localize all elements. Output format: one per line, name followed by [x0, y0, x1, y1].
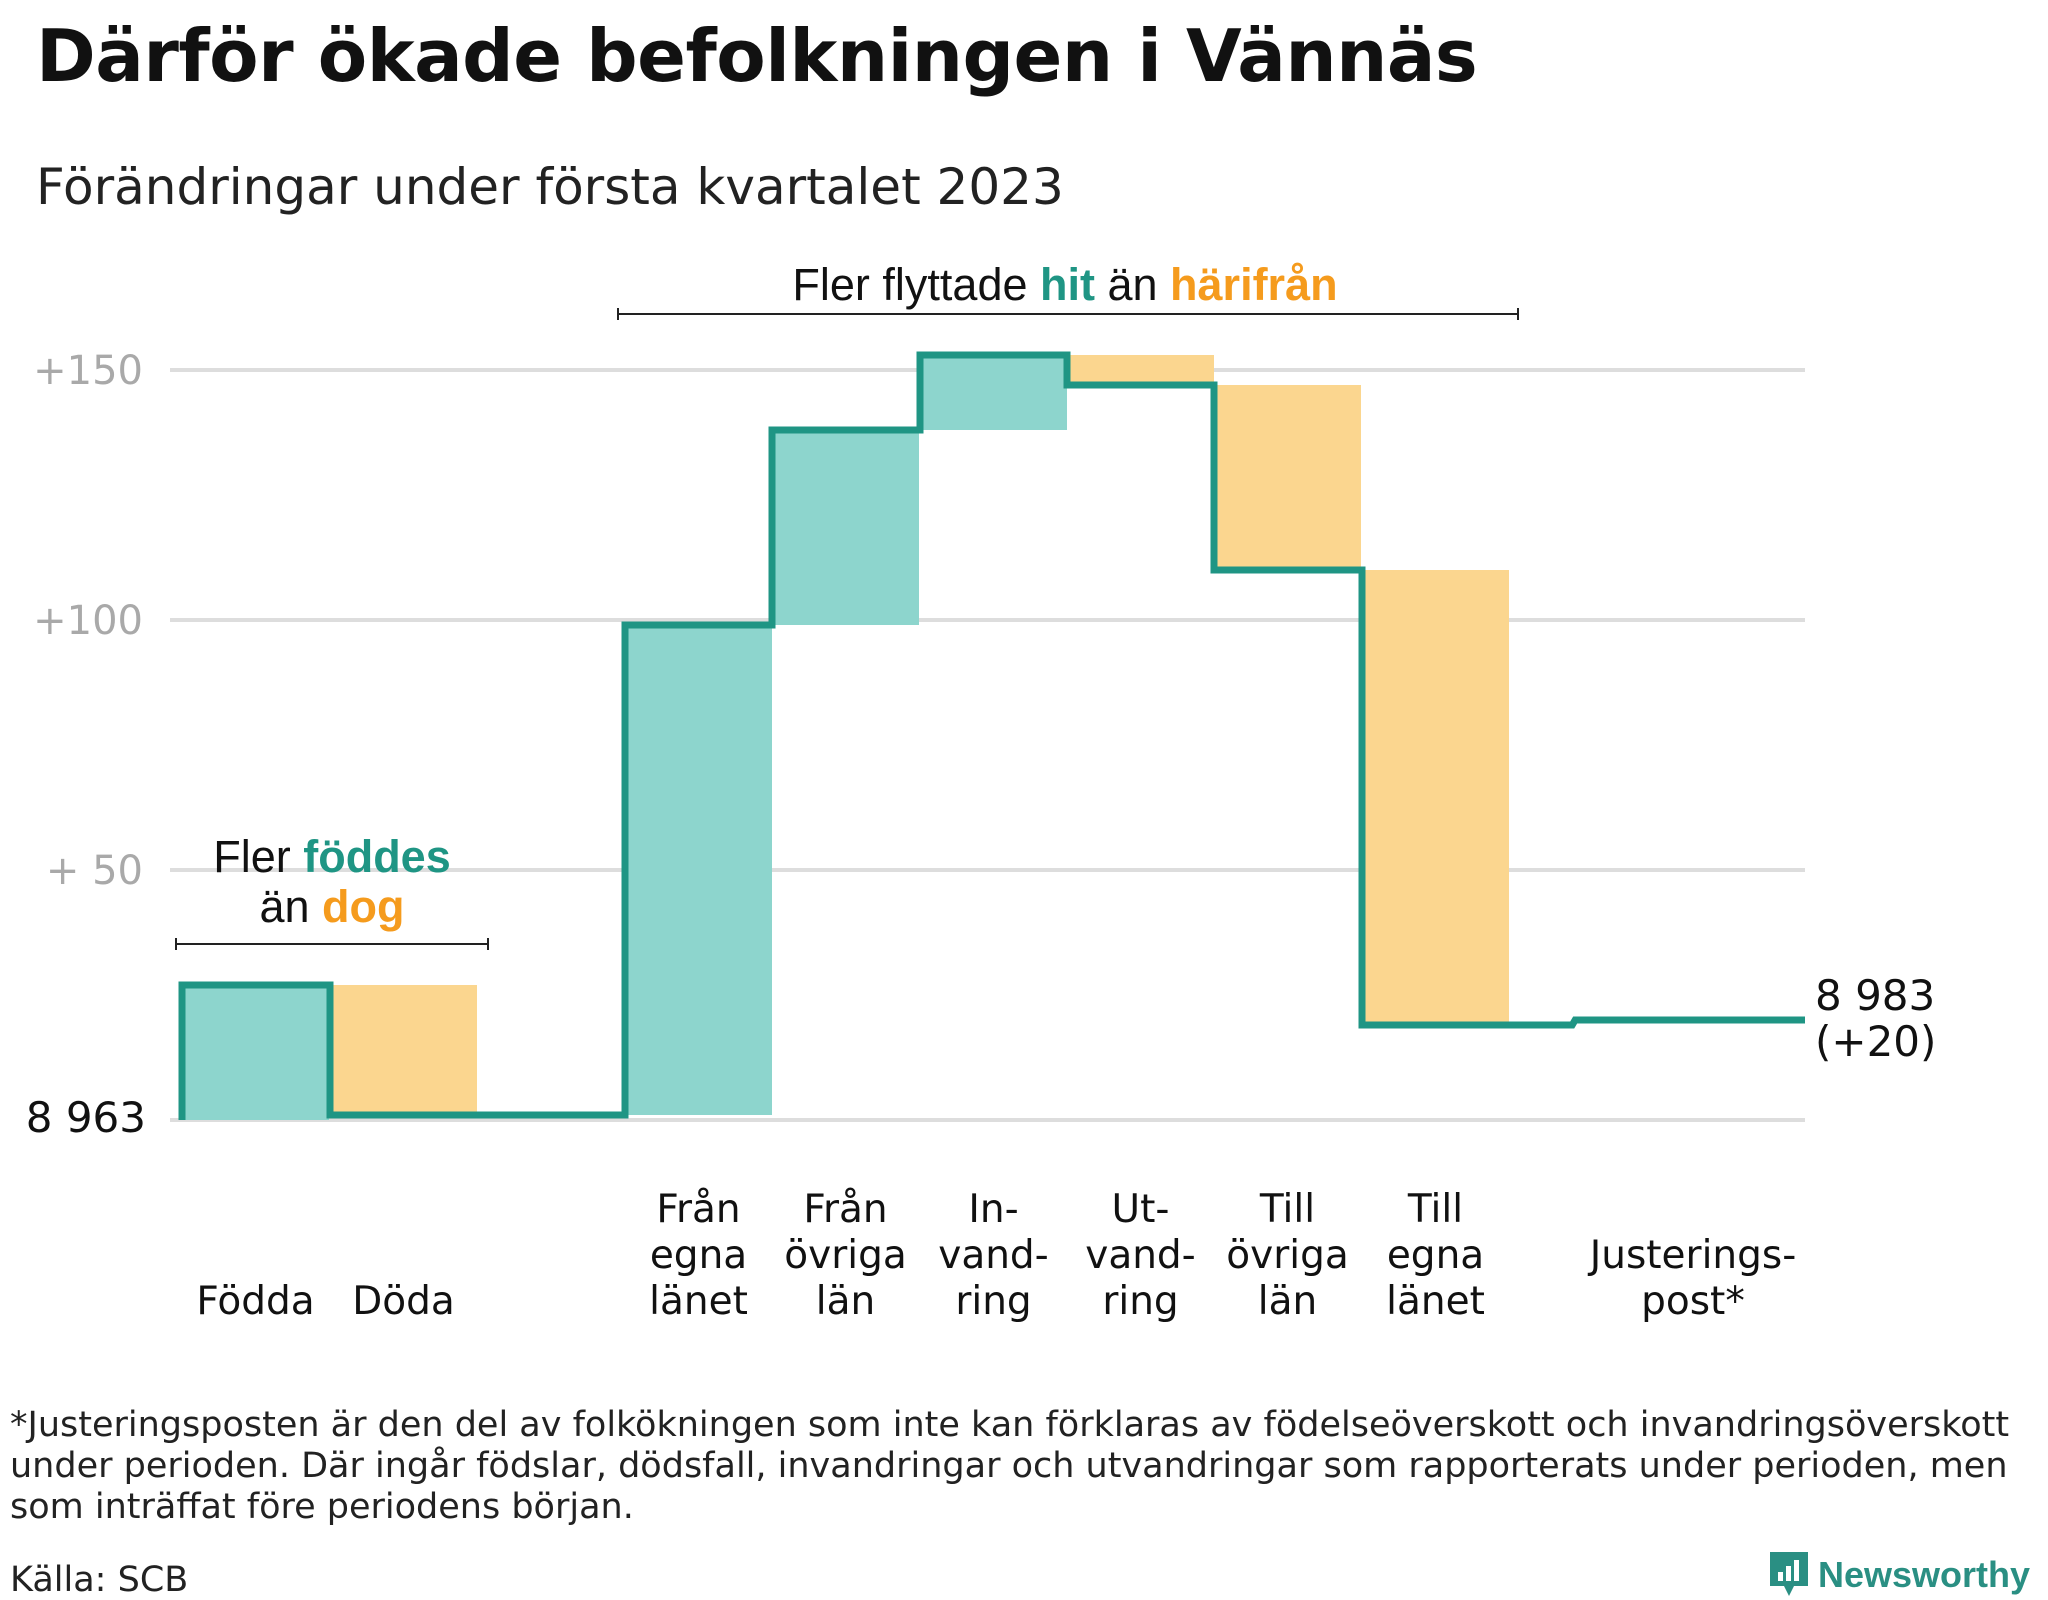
category-label: ring [955, 1279, 1031, 1324]
annotation-bracket [617, 308, 1519, 320]
waterfall-bar [1067, 355, 1214, 385]
category-label: Döda [352, 1279, 455, 1324]
waterfall-bar [772, 430, 919, 625]
waterfall-chart: +150 +100 + 50 8 963 8 983(+20) Födda Döda Från… [26, 259, 1937, 1324]
category-label: In- [968, 1187, 1018, 1232]
brand-name: Newsworthy [1818, 1554, 2031, 1595]
end-value-label: 8 983 [1815, 971, 1935, 1020]
category-label: Från [803, 1187, 887, 1232]
category-label: Födda [196, 1279, 314, 1324]
brand: Newsworthy [1770, 1552, 2030, 1598]
waterfall-bar [625, 625, 772, 1115]
waterfall-bar [920, 355, 1067, 430]
annotation-migration: Fler flyttade hit än härifrån [792, 259, 1337, 310]
y-tick-label: +100 [33, 598, 143, 644]
waterfall-bar [330, 985, 477, 1115]
annotation-births-line1: Fler föddes [213, 831, 451, 882]
chart-title: Därför ökade befolkningen i Vännäs [36, 14, 1478, 98]
waterfall-bar [1214, 385, 1361, 570]
category-label: länet [649, 1279, 748, 1324]
source-label: Källa: SCB [10, 1560, 189, 1600]
category-label: län [816, 1279, 875, 1324]
category-label: övriga [1226, 1233, 1348, 1278]
end-value-label: (+20) [1815, 1017, 1936, 1066]
category-label: Till [1407, 1187, 1463, 1232]
category-label: Justerings- [1587, 1233, 1797, 1278]
annotation-births-line2: än dog [259, 881, 404, 932]
y-tick-label: + 50 [46, 848, 143, 894]
category-label: egna [650, 1233, 747, 1278]
waterfall-bar [1362, 570, 1509, 1025]
category-label: Från [656, 1187, 740, 1232]
category-label: egna [1387, 1233, 1484, 1278]
category-label: post* [1641, 1279, 1745, 1324]
newsworthy-logo-icon [1770, 1552, 1808, 1596]
category-label: övriga [784, 1233, 906, 1278]
annotation-bracket [175, 938, 489, 950]
start-value-label: 8 963 [26, 1093, 146, 1142]
category-label: ring [1102, 1279, 1178, 1324]
category-label: Ut- [1112, 1187, 1170, 1232]
category-label: vand- [938, 1233, 1049, 1278]
y-tick-label: +150 [33, 348, 143, 394]
category-label: län [1258, 1279, 1317, 1324]
waterfall-bar [182, 985, 329, 1120]
category-label: länet [1386, 1279, 1485, 1324]
category-label: vand- [1085, 1233, 1196, 1278]
chart-subtitle: Förändringar under första kvartalet 2023 [36, 158, 1064, 216]
category-label: Till [1259, 1187, 1315, 1232]
footnote: *Justeringsposten är den del av folkökni… [10, 1405, 2010, 1527]
cumulative-step-line [178, 351, 1805, 1120]
